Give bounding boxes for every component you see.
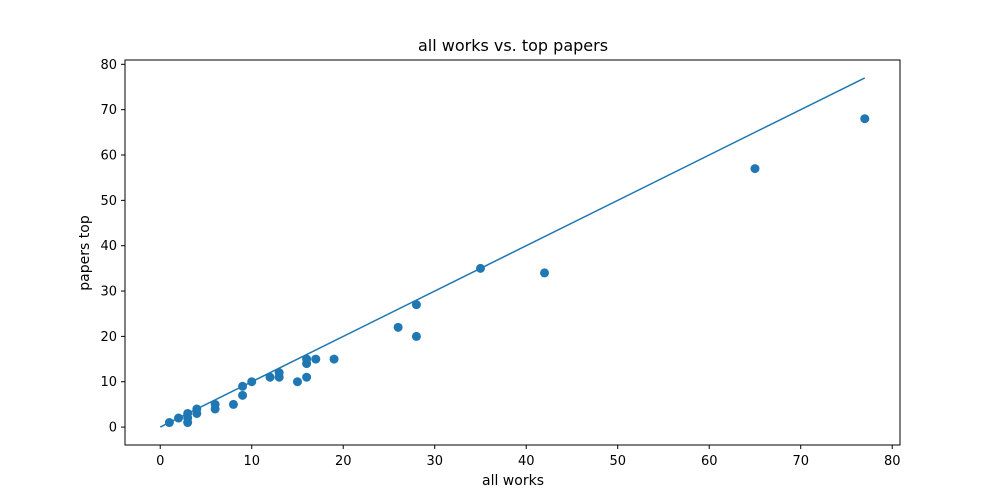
x-tick-label: 40 xyxy=(518,454,535,469)
data-point xyxy=(411,300,421,310)
y-tick-label: 80 xyxy=(100,58,117,73)
data-point xyxy=(174,413,184,423)
data-point xyxy=(183,408,193,418)
y-tick-label: 10 xyxy=(100,375,117,390)
data-point xyxy=(247,377,257,387)
y-tick-label: 0 xyxy=(109,421,117,436)
data-point xyxy=(393,322,403,332)
data-point xyxy=(292,377,302,387)
data-point xyxy=(274,368,284,378)
x-axis: 0 10 20 30 40 50 60 70 80 xyxy=(156,445,900,469)
data-point xyxy=(750,164,760,174)
x-tick-label: 50 xyxy=(609,454,626,469)
data-point xyxy=(329,354,339,364)
x-tick-label: 70 xyxy=(792,454,809,469)
y-tick-label: 70 xyxy=(100,103,117,118)
y-tick-label: 60 xyxy=(100,149,117,164)
y-tick-label: 30 xyxy=(100,285,117,300)
data-point xyxy=(860,114,870,124)
y-tick-label: 40 xyxy=(100,239,117,254)
data-point xyxy=(475,263,485,273)
y-tick-label: 20 xyxy=(100,330,117,345)
plot-content xyxy=(159,77,870,428)
data-point xyxy=(302,354,312,364)
y-axis-label: papers top xyxy=(77,215,93,291)
y-axis: 0 10 20 30 40 50 60 70 80 xyxy=(100,58,125,436)
data-point xyxy=(210,399,220,409)
reference-line xyxy=(159,77,866,428)
data-point xyxy=(164,418,174,428)
data-point xyxy=(265,372,275,382)
plot-frame xyxy=(124,59,901,446)
data-point xyxy=(192,404,202,414)
y-tick-label: 50 xyxy=(100,194,117,209)
data-point xyxy=(540,268,550,278)
x-tick-label: 60 xyxy=(701,454,718,469)
data-point xyxy=(228,399,238,409)
x-tick-label: 0 xyxy=(156,454,164,469)
data-point xyxy=(302,372,312,382)
data-point xyxy=(238,381,248,391)
x-tick-label: 20 xyxy=(335,454,352,469)
x-tick-label: 80 xyxy=(884,454,901,469)
data-point xyxy=(311,354,321,364)
x-axis-label: all works xyxy=(482,473,544,489)
chart-title: all works vs. top papers xyxy=(418,36,608,55)
data-point xyxy=(238,390,248,400)
x-tick-label: 10 xyxy=(243,454,260,469)
data-point xyxy=(411,331,421,341)
x-tick-label: 30 xyxy=(426,454,443,469)
